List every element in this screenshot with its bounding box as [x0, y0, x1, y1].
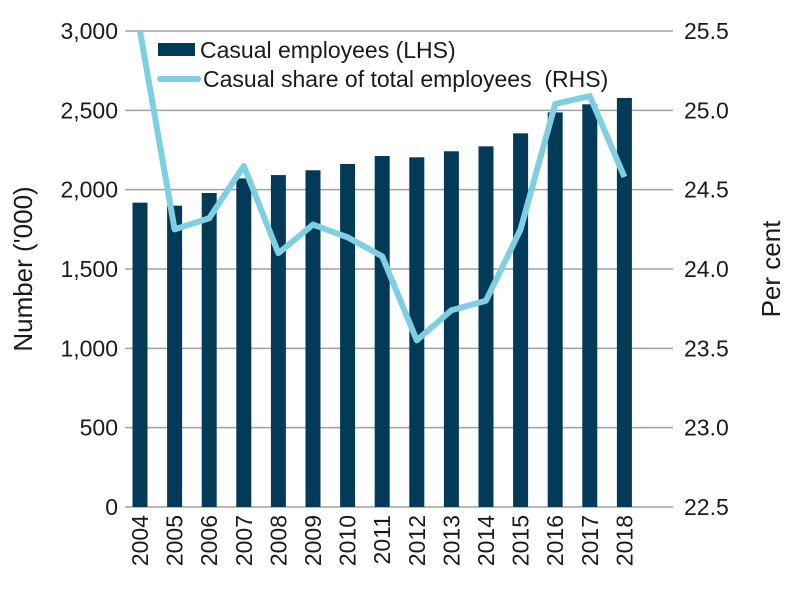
- legend-label-line: Casual share of total employees (RHS): [203, 66, 608, 92]
- x-tick-label: 2008: [265, 515, 291, 566]
- y-tick-label: 2,500: [60, 97, 118, 123]
- x-tick-label: 2009: [300, 515, 326, 566]
- bar-2012: [409, 157, 425, 508]
- bar-2016: [547, 112, 563, 508]
- y-tick-label: 500: [80, 415, 118, 441]
- y2-tick-label: 25.5: [684, 18, 729, 44]
- x-tick-label: 2004: [127, 515, 153, 566]
- y2-tick-label: 23.0: [684, 415, 729, 441]
- bar-2008: [270, 175, 286, 507]
- legend: Casual employees (LHS) Casual share of t…: [157, 37, 608, 92]
- x-tick-label: 2014: [473, 515, 499, 566]
- bar-2011: [374, 156, 390, 507]
- y-tick-label: 3,000: [60, 18, 118, 44]
- y-axis-label: Number ('000): [8, 186, 38, 351]
- x-tick-label: 2011: [369, 515, 395, 564]
- y-tick-label: 1,500: [60, 256, 118, 282]
- bar-2009: [305, 170, 321, 507]
- x-tick-label: 2013: [438, 515, 464, 566]
- x-tick-label: 2015: [508, 515, 534, 566]
- bar-2005: [167, 205, 183, 507]
- legend-swatch-bar: [158, 43, 195, 56]
- y2-tick-label: 22.5: [684, 494, 729, 520]
- x-tick-label: 2005: [162, 515, 188, 566]
- bar-2007: [236, 178, 252, 507]
- bar-2004: [132, 202, 148, 507]
- y-tick-label: 1,000: [60, 335, 118, 361]
- x-tick-label: 2010: [335, 515, 361, 566]
- y2-tick-label: 25.0: [684, 97, 729, 123]
- y2-axis-label: Per cent: [756, 220, 786, 318]
- x-tick-label: 2007: [231, 515, 257, 566]
- bar-2006: [201, 192, 217, 508]
- legend-label-bar: Casual employees (LHS): [200, 37, 456, 63]
- bar-2018: [616, 97, 632, 507]
- y2-tick-label: 24.5: [684, 177, 729, 203]
- x-tick-label: 2017: [577, 515, 603, 566]
- x-tick-label: 2012: [404, 515, 430, 566]
- y2-tick-label: 24.0: [684, 256, 729, 282]
- x-tick-label: 2016: [542, 515, 568, 566]
- y-tick-label: 0: [105, 494, 118, 520]
- bar-2010: [340, 163, 356, 508]
- y-tick-label: 2,000: [60, 177, 118, 203]
- bar-2017: [582, 104, 598, 507]
- bar-2014: [478, 146, 494, 508]
- bar-2015: [513, 133, 529, 507]
- x-tick-label: 2018: [611, 515, 637, 566]
- y2-tick-label: 23.5: [684, 335, 729, 361]
- bar-2013: [443, 151, 459, 507]
- x-tick-label: 2006: [196, 515, 222, 566]
